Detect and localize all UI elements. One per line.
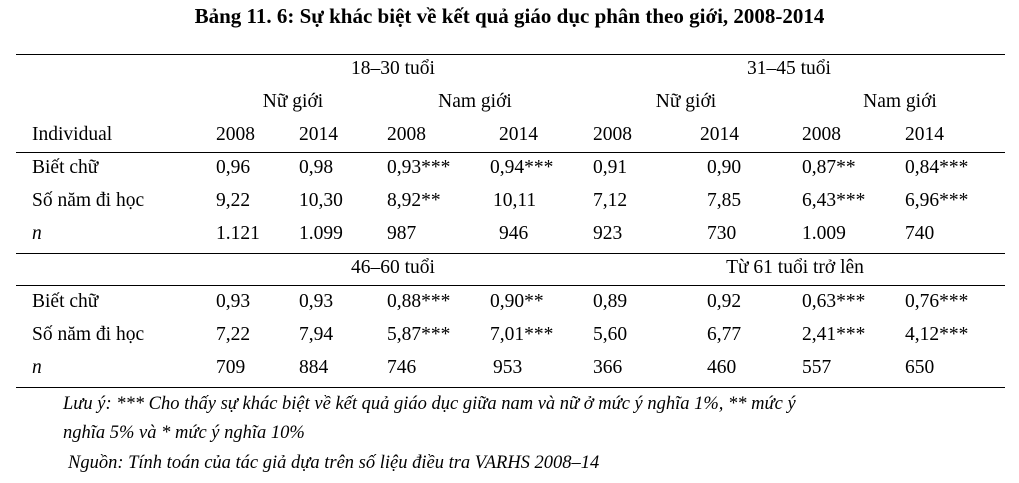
table-cell: 987	[387, 223, 417, 244]
row-label-literacy: Biết chữ	[32, 291, 99, 312]
table-cell: 6,96***	[905, 190, 969, 211]
table-title: Bảng 11. 6: Sự khác biệt về kết quả giáo…	[194, 4, 825, 28]
table-cell: 0,96	[216, 157, 251, 178]
table-cell: 10,30	[299, 190, 343, 211]
table-cell: 0,93	[216, 291, 251, 312]
table-cell: 4,12***	[905, 324, 969, 345]
table-cell: 6,43***	[802, 190, 866, 211]
table-cell: 0,93	[299, 291, 334, 312]
year-header: 2014	[700, 124, 739, 145]
table-cell: 7,01***	[490, 324, 554, 345]
table-cell: 2,41***	[802, 324, 866, 345]
footnote-line-1: Lưu ý: *** Cho thấy sự khác biệt về kết …	[63, 394, 796, 414]
group-header-31-45: 31–45 tuổi	[747, 58, 831, 79]
table-cell: 953	[493, 357, 523, 378]
bottom-rule	[16, 387, 1005, 388]
footnote-line-2: nghĩa 5% và * mức ý nghĩa 10%	[63, 423, 305, 443]
table-cell: 0,98	[299, 157, 334, 178]
row-label-n: n	[32, 223, 42, 244]
table-cell: 0,94***	[490, 157, 554, 178]
year-header: 2014	[299, 124, 338, 145]
gender-header-male: Nam giới	[438, 91, 512, 112]
table-cell: 1.009	[802, 223, 846, 244]
source-note: Nguồn: Tính toán của tác giả dựa trên số…	[68, 453, 600, 473]
table-cell: 6,77	[707, 324, 742, 345]
table-cell: 1.099	[299, 223, 343, 244]
table-cell: 884	[299, 357, 329, 378]
gender-header-female: Nữ giới	[655, 91, 717, 112]
header-rule	[16, 152, 1005, 153]
table-cell: 730	[707, 223, 737, 244]
group-header-46-60: 46–60 tuổi	[351, 257, 435, 278]
table-cell: 0,63***	[802, 291, 866, 312]
middle-rule	[16, 253, 1005, 254]
table-cell: 923	[593, 223, 623, 244]
year-header: 2014	[499, 124, 538, 145]
year-header: 2014	[905, 124, 944, 145]
table-cell: 0,90	[707, 157, 742, 178]
table-cell: 0,84***	[905, 157, 969, 178]
row-header-individual: Individual	[32, 124, 113, 145]
table-cell: 0,76***	[905, 291, 969, 312]
table-cell: 7,12	[593, 190, 628, 211]
table-cell: 650	[905, 357, 935, 378]
section-rule	[16, 285, 1005, 286]
row-label-years-schooling: Số năm đi học	[32, 190, 145, 211]
group-header-18-30: 18–30 tuổi	[351, 58, 435, 79]
year-header: 2008	[216, 124, 255, 145]
table-cell: 10,11	[493, 190, 537, 211]
table-cell: 0,88***	[387, 291, 451, 312]
table-cell: 0,89	[593, 291, 628, 312]
table-cell: 9,22	[216, 190, 251, 211]
gender-header-male: Nam giới	[863, 91, 937, 112]
table-cell: 0,90**	[490, 291, 544, 312]
row-label-n: n	[32, 357, 42, 378]
table-cell: 7,85	[707, 190, 742, 211]
table-cell: 7,22	[216, 324, 251, 345]
table-cell: 740	[905, 223, 935, 244]
table-cell: 0,91	[593, 157, 628, 178]
row-label-literacy: Biết chữ	[32, 157, 99, 178]
table-cell: 460	[707, 357, 737, 378]
year-header: 2008	[387, 124, 426, 145]
gender-header-female: Nữ giới	[262, 91, 324, 112]
table-cell: 366	[593, 357, 623, 378]
table-cell: 709	[216, 357, 246, 378]
table-cell: 946	[499, 223, 529, 244]
group-header-61-plus: Từ 61 tuổi trở lên	[726, 257, 864, 278]
table-cell: 8,92**	[387, 190, 441, 211]
year-header: 2008	[593, 124, 632, 145]
table-cell: 7,94	[299, 324, 334, 345]
table-cell: 0,93***	[387, 157, 451, 178]
table-cell: 1.121	[216, 223, 260, 244]
top-rule	[16, 54, 1005, 55]
year-header: 2008	[802, 124, 841, 145]
table-cell: 0,87**	[802, 157, 856, 178]
table-cell: 746	[387, 357, 417, 378]
row-label-years-schooling: Số năm đi học	[32, 324, 145, 345]
table-cell: 5,87***	[387, 324, 451, 345]
table-cell: 0,92	[707, 291, 742, 312]
table-cell: 557	[802, 357, 832, 378]
table-cell: 5,60	[593, 324, 628, 345]
